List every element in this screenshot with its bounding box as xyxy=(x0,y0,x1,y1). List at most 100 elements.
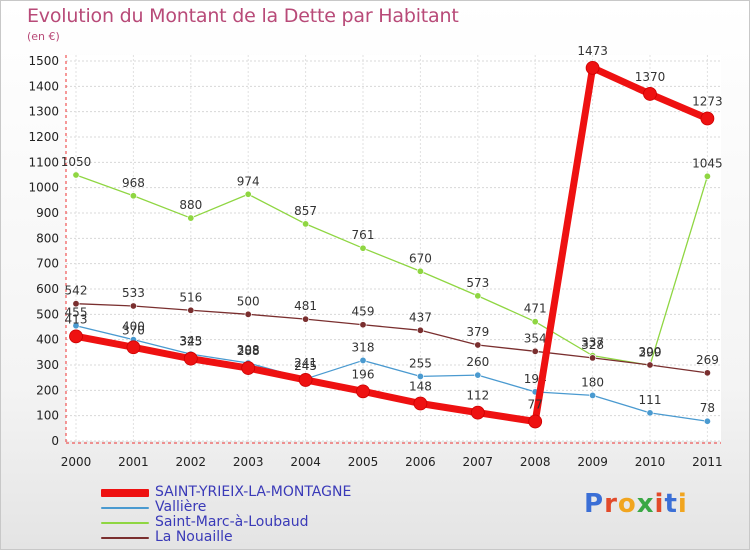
data-label: 500 xyxy=(237,294,260,308)
data-point xyxy=(302,220,310,228)
data-point xyxy=(528,414,543,429)
data-point xyxy=(531,347,539,355)
data-point xyxy=(585,60,600,75)
chart-legend: SAINT-YRIEIX-LA-MONTAGNE Vallière Saint-Ma… xyxy=(101,485,351,545)
data-label: 573 xyxy=(466,276,489,290)
data-point xyxy=(474,371,482,379)
data-label: 299 xyxy=(639,345,662,359)
data-label: 1273 xyxy=(692,95,723,109)
x-tick-label: 2011 xyxy=(692,455,723,469)
data-point xyxy=(703,369,711,377)
data-label: 337 xyxy=(581,336,604,350)
data-point xyxy=(72,300,80,308)
legend-label: Saint-Marc-à-Loubaud xyxy=(155,514,309,530)
data-label: 77 xyxy=(528,397,543,411)
x-tick-label: 2001 xyxy=(118,455,149,469)
data-label: 1050 xyxy=(61,155,92,169)
data-label: 413 xyxy=(65,312,88,326)
data-point xyxy=(183,351,198,366)
data-label: 1370 xyxy=(635,70,666,84)
data-point xyxy=(646,409,654,417)
series-line xyxy=(72,64,711,425)
data-label: 354 xyxy=(524,331,547,345)
x-tick-label: 2007 xyxy=(463,455,494,469)
data-label: 148 xyxy=(409,380,432,394)
y-tick-label: 900 xyxy=(36,206,59,220)
data-point xyxy=(413,396,428,411)
data-point xyxy=(589,354,597,362)
plot-area xyxy=(66,55,721,441)
data-label: 196 xyxy=(352,367,375,381)
data-label: 400 xyxy=(122,320,145,334)
y-tick-label: 100 xyxy=(36,409,59,423)
data-label: 968 xyxy=(122,176,145,190)
data-point xyxy=(416,267,424,275)
data-label: 343 xyxy=(179,334,202,348)
data-point xyxy=(302,315,310,323)
data-point xyxy=(474,341,482,349)
series-line xyxy=(75,174,709,366)
data-point xyxy=(589,391,597,399)
series-la-nouaille: 542 533 516 500 481 459 437 379 354 328 300 269 xyxy=(65,284,719,377)
y-tick-label: 1200 xyxy=(28,130,59,144)
legend-item: La Nouaille xyxy=(101,530,351,545)
data-point xyxy=(69,329,83,344)
series-line xyxy=(75,303,709,374)
data-label: 370 xyxy=(122,323,145,337)
data-label: 1045 xyxy=(692,156,723,170)
data-label: 455 xyxy=(65,306,88,320)
y-tick-label: 600 xyxy=(36,282,59,296)
data-point xyxy=(359,356,367,364)
data-point xyxy=(187,214,195,222)
data-point xyxy=(72,322,80,330)
legend-item: SAINT-YRIEIX-LA-MONTAGNE xyxy=(101,485,351,500)
data-label: 481 xyxy=(294,299,317,313)
data-point xyxy=(703,172,711,180)
legend-item: Saint-Marc-à-Loubaud xyxy=(101,515,351,530)
data-label: 308 xyxy=(237,343,260,357)
proxiti-logo: Proxiti xyxy=(584,489,688,519)
series-saint-yrieix-la-montagne: 413 370 325 288 241 196 148 112 77 1473 1370 1273 xyxy=(65,44,723,429)
y-tick-label: 1500 xyxy=(28,54,59,68)
x-tick-label: 2005 xyxy=(348,455,379,469)
y-tick-label: 1300 xyxy=(28,105,59,119)
data-point xyxy=(129,302,137,310)
data-label: 241 xyxy=(294,356,317,370)
data-point xyxy=(703,417,711,425)
data-label: 471 xyxy=(524,302,547,316)
data-label: 328 xyxy=(581,338,604,352)
legend-label: SAINT-YRIEIX-LA-MONTAGNE xyxy=(155,484,352,500)
y-tick-label: 200 xyxy=(36,383,59,397)
data-label: 761 xyxy=(352,228,375,242)
x-tick-label: 2003 xyxy=(233,455,264,469)
data-label: 300 xyxy=(639,345,662,359)
data-point xyxy=(129,192,137,200)
data-point xyxy=(244,310,252,318)
data-label: 318 xyxy=(352,340,375,354)
data-label: 78 xyxy=(700,401,715,415)
x-tick-label: 2008 xyxy=(520,455,551,469)
chart-unit: (en €) xyxy=(27,30,60,43)
data-point xyxy=(474,292,482,300)
y-tick-label: 700 xyxy=(36,257,59,271)
data-point xyxy=(700,111,715,126)
y-tick-label: 1100 xyxy=(28,155,59,169)
data-label: 180 xyxy=(581,375,604,389)
data-point xyxy=(72,171,80,179)
data-point xyxy=(359,321,367,329)
data-label: 670 xyxy=(409,251,432,265)
data-label: 459 xyxy=(352,305,375,319)
legend-label: Vallière xyxy=(155,499,207,515)
x-tick-label: 2002 xyxy=(176,455,207,469)
chart-title: Evolution du Montant de la Dette par Hab… xyxy=(27,5,459,27)
data-label: 325 xyxy=(179,335,202,349)
data-point xyxy=(646,361,654,369)
legend-item: Vallière xyxy=(101,500,351,515)
legend-label: La Nouaille xyxy=(155,529,233,545)
data-label: 245 xyxy=(294,359,317,373)
data-label: 260 xyxy=(466,355,489,369)
data-label: 880 xyxy=(179,198,202,212)
data-point xyxy=(298,373,313,387)
